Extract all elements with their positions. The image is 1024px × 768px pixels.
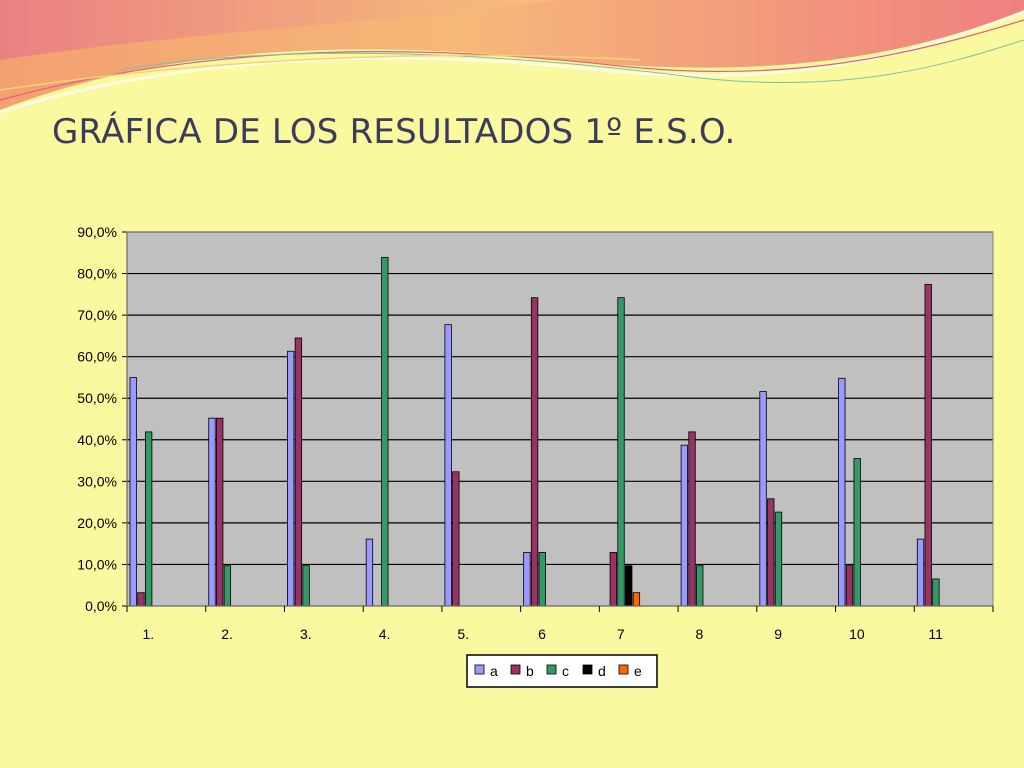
y-tick-label: 70,0% — [77, 307, 117, 323]
x-tick-label: 4. — [379, 626, 391, 642]
bar-b-4 — [452, 471, 460, 607]
bar-b-7 — [688, 431, 696, 607]
legend-label-b: b — [526, 663, 534, 679]
bar-a-10 — [916, 538, 925, 607]
bar-c-2 — [302, 565, 310, 607]
y-tick-label: 60,0% — [77, 349, 117, 365]
plot-area-border — [126, 231, 994, 607]
y-tick-label: 0,0% — [85, 598, 117, 614]
y-axis-tick-labels: 0,0% 10,0% 20,0% 30,0% 40,0% 50,0% 60,0% 70,0% 8… — [77, 224, 117, 614]
bar-a-8 — [759, 391, 767, 607]
bar-a-1 — [208, 417, 216, 607]
bar-b-0 — [137, 592, 145, 607]
y-tick-label: 50,0% — [77, 390, 117, 406]
bar-a-0 — [129, 377, 137, 607]
legend-swatch-c — [546, 664, 557, 675]
bar-a-7 — [680, 444, 688, 607]
legend-swatch-b — [510, 664, 521, 675]
bar-a-9 — [838, 377, 846, 607]
slide-title: GRÁFICA DE LOS RESULTADOS 1º E.S.O. — [52, 112, 736, 152]
x-tick-label: 6 — [538, 626, 546, 642]
y-tick-label: 40,0% — [77, 432, 117, 448]
bar-c-9 — [853, 458, 861, 607]
y-tick-label: 20,0% — [77, 515, 117, 531]
x-tick-label: 2. — [221, 626, 233, 642]
legend-label-a: a — [490, 663, 498, 679]
y-tick-label: 80,0% — [77, 266, 117, 282]
bar-b-8 — [767, 498, 775, 607]
bar-c-1 — [223, 565, 232, 607]
x-tick-label: 1. — [143, 626, 155, 642]
legend-swatch-e — [618, 664, 629, 675]
legend-label-d: d — [598, 663, 606, 679]
bar-a-5 — [523, 551, 531, 607]
axes — [122, 231, 994, 612]
bar-c-5 — [538, 551, 546, 607]
x-tick-label: 3. — [300, 626, 312, 642]
y-tick-label: 90,0% — [77, 224, 117, 240]
bar-a-4 — [444, 324, 452, 607]
x-tick-label: 7 — [617, 626, 625, 642]
x-tick-label: 9 — [774, 626, 782, 642]
y-tick-label: 10,0% — [77, 556, 117, 572]
chart-legend: a b c d e — [466, 654, 658, 688]
legend-swatch-a — [474, 664, 485, 675]
x-tick-label: 10 — [849, 626, 865, 642]
bar-b-6 — [609, 551, 617, 607]
decorative-swoosh-header — [0, 0, 1024, 114]
bar-a-2 — [287, 350, 295, 607]
bar-e-6 — [632, 592, 641, 607]
bar-c-3 — [381, 256, 389, 607]
bar-d-6 — [625, 565, 633, 607]
legend-label-c: c — [562, 663, 569, 679]
bar-b-9 — [845, 565, 854, 607]
x-axis-tick-labels: 1. 2. 3. 4. 5. 6 7 8 9 10 11 — [143, 626, 944, 642]
bar-b-10 — [924, 283, 932, 607]
x-tick-label: 11 — [928, 626, 943, 642]
bar-b-2 — [294, 337, 303, 607]
bar-c-0 — [144, 431, 153, 607]
bar-c-10 — [932, 578, 940, 607]
x-tick-label: 8 — [696, 626, 704, 642]
bar-b-1 — [216, 417, 224, 607]
chart-plot-area — [127, 232, 993, 606]
bar-b-5 — [530, 297, 539, 607]
bar-c-7 — [696, 565, 704, 607]
legend-label-e: e — [634, 663, 642, 679]
bar-c-8 — [774, 511, 783, 607]
legend-swatch-d — [582, 664, 593, 675]
x-tick-label: 5. — [457, 626, 469, 642]
bar-a-3 — [365, 538, 374, 607]
bar-c-6 — [617, 297, 625, 607]
y-tick-label: 30,0% — [77, 473, 117, 489]
bars — [129, 256, 940, 607]
